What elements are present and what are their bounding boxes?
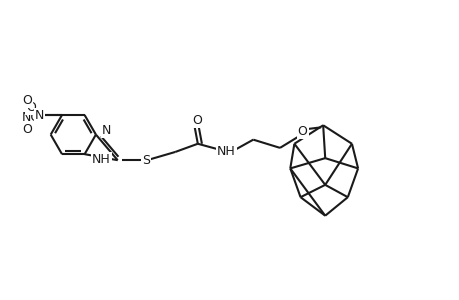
- Text: O: O: [191, 114, 202, 127]
- Text: S: S: [142, 154, 150, 167]
- Text: O: O: [26, 101, 36, 114]
- Text: N: N: [102, 124, 111, 137]
- Text: N: N: [34, 109, 44, 122]
- Text: O: O: [22, 123, 32, 136]
- Text: NH: NH: [217, 146, 235, 158]
- Text: NO: NO: [22, 111, 41, 124]
- Text: O: O: [297, 125, 307, 138]
- Text: NH: NH: [92, 153, 110, 166]
- Text: O: O: [22, 94, 32, 107]
